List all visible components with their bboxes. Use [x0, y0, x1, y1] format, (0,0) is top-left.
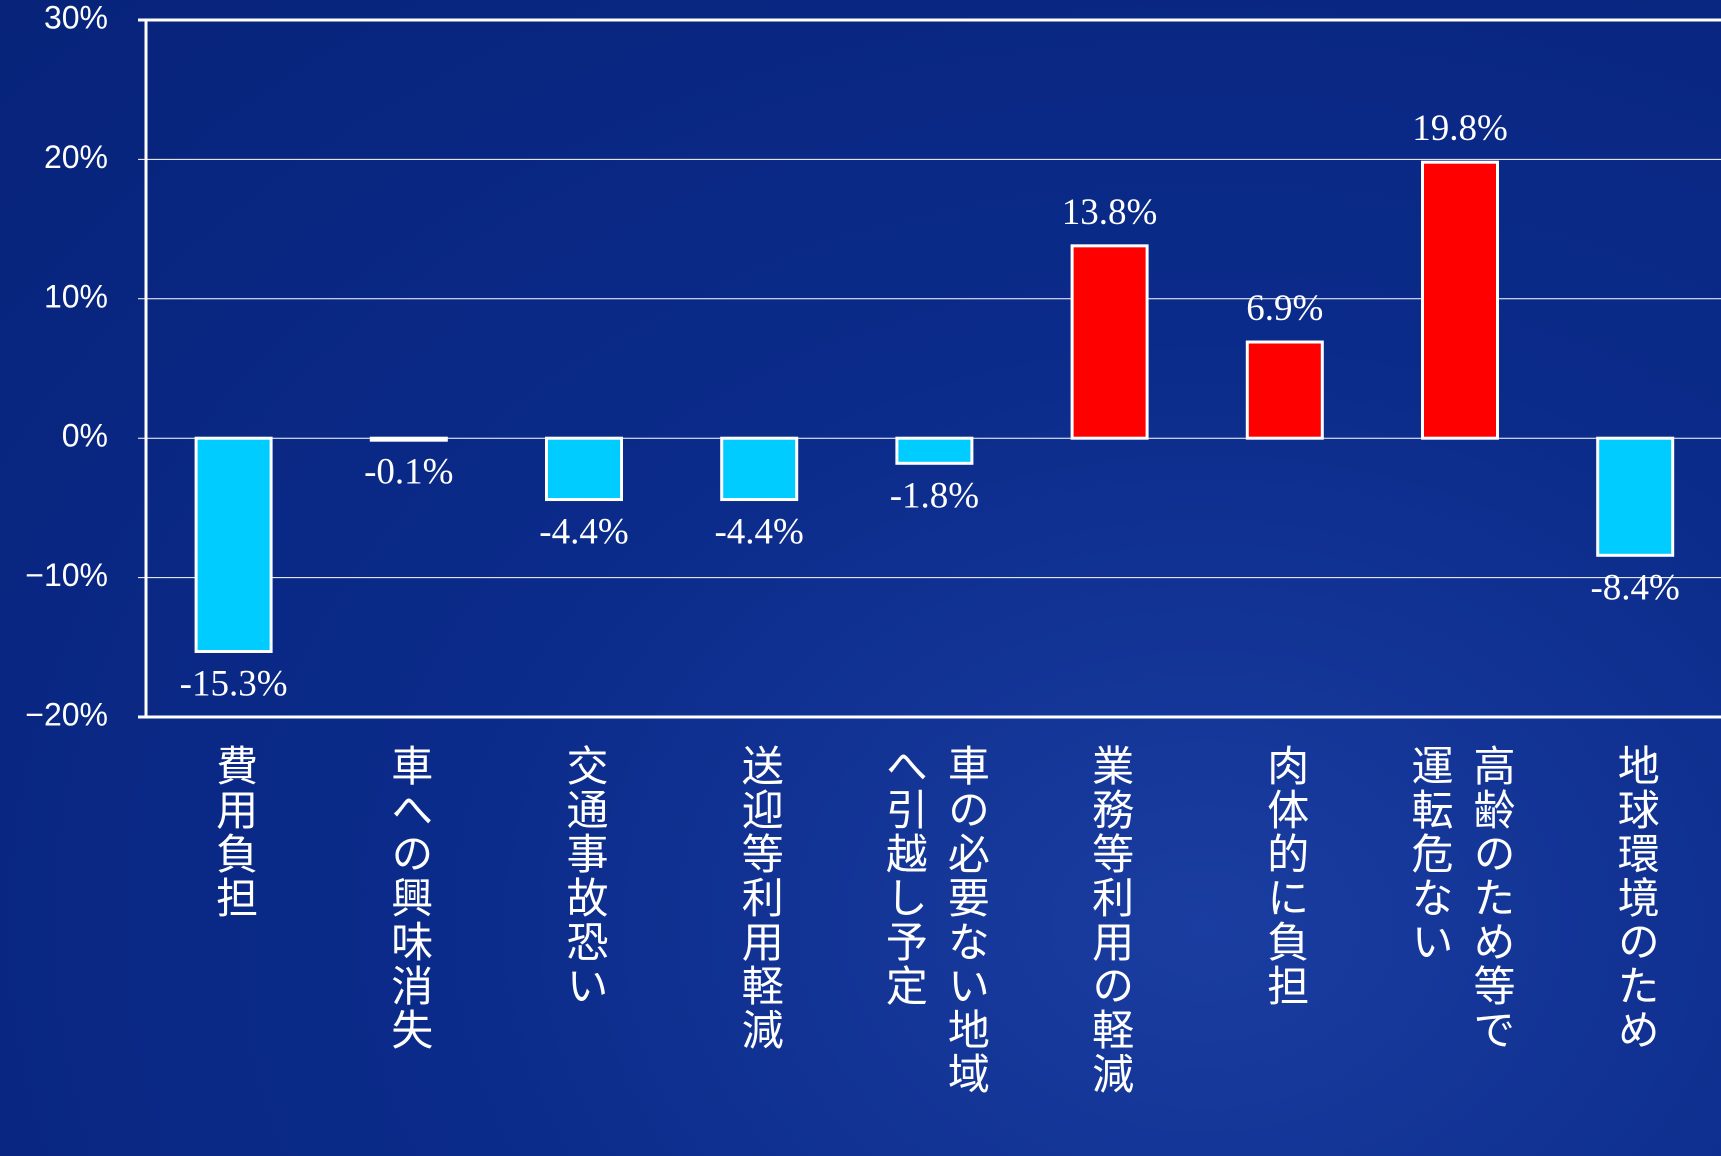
bar — [895, 436, 974, 465]
value-label: 19.8% — [1412, 108, 1508, 149]
x-tick-label: 交通事故恐い — [560, 744, 609, 1008]
x-tick-label: 地球環境のため — [1611, 744, 1661, 1052]
bar — [1245, 340, 1324, 440]
value-label: -15.3% — [180, 663, 288, 704]
y-tick-label: −10% — [25, 557, 108, 593]
x-tick-label: 費用負担 — [209, 744, 259, 920]
bar — [545, 436, 623, 502]
bar — [720, 436, 799, 502]
x-tick-label: 車への興味消失 — [384, 744, 434, 1052]
value-label: -0.1% — [364, 452, 453, 493]
y-tick-label: 20% — [44, 139, 108, 175]
value-label: -8.4% — [1590, 567, 1679, 608]
bar — [1596, 436, 1675, 557]
x-tick-label: 車の必要ない地域 へ引越し予定 — [879, 744, 991, 1096]
x-tick-label: 肉体的に負担 — [1260, 744, 1310, 1008]
value-label: -4.4% — [714, 512, 803, 553]
y-tick-label: 30% — [44, 0, 108, 35]
y-tick-label: 10% — [44, 278, 108, 314]
x-tick-label: 業務等利用の軽減 — [1085, 744, 1135, 1096]
bar — [369, 436, 448, 442]
y-tick-label: 0% — [62, 418, 108, 454]
y-tick-label: −20% — [25, 696, 108, 732]
value-label: -1.8% — [890, 475, 979, 516]
x-tick-label: 高齢のため等で 運転危ない — [1405, 744, 1516, 1052]
x-tick-label: 送迎等利用軽減 — [735, 744, 785, 1052]
value-label: 13.8% — [1062, 192, 1158, 233]
bar — [194, 436, 273, 653]
value-label: 6.9% — [1246, 288, 1323, 329]
value-label: -4.4% — [539, 512, 628, 553]
bar — [1070, 244, 1149, 440]
bar — [1421, 160, 1499, 440]
